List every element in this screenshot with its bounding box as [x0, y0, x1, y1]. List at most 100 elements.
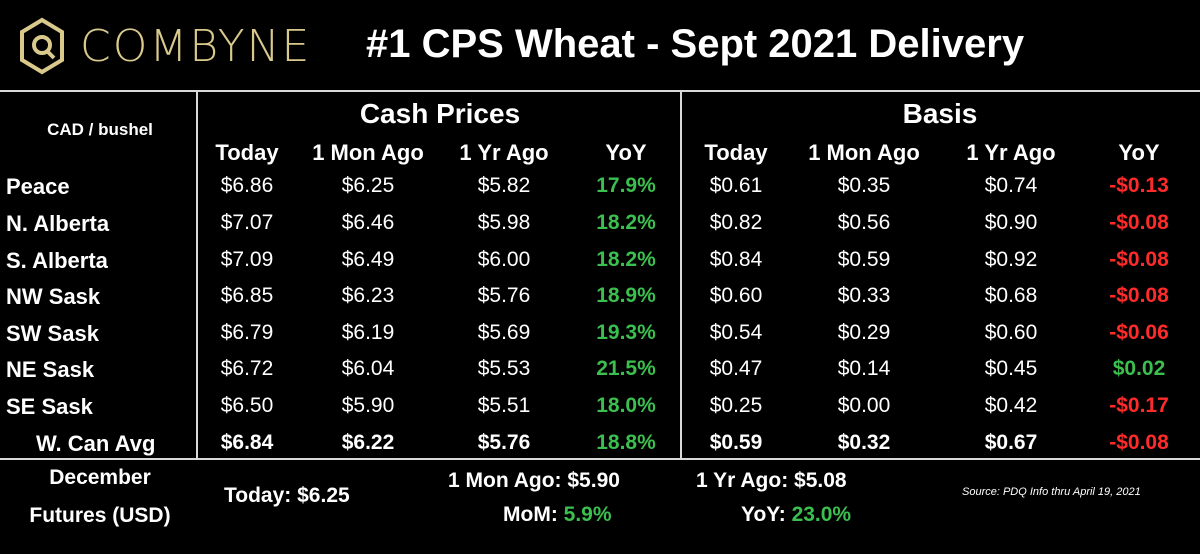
- cash-cell: $6.00: [477, 248, 531, 271]
- avg-cash-cell: $6.84: [220, 431, 274, 454]
- futures-yr-ago-value: $5.08: [794, 469, 847, 492]
- row-label: Peace: [6, 174, 70, 199]
- basis-cell: $0.45: [984, 357, 1038, 380]
- futures-yr-ago: 1 Yr Ago: $5.08: [696, 469, 847, 493]
- cash-cell: $6.46: [341, 211, 395, 234]
- basis-cell: $0.42: [984, 394, 1038, 417]
- col-header-cash-1: 1 Mon Ago: [312, 140, 424, 165]
- avg-cash-cell: $5.76: [477, 431, 531, 454]
- col-header-cash-2: 1 Yr Ago: [459, 140, 549, 165]
- cash-cell: 18.2%: [596, 211, 656, 234]
- row-label: SW Sask: [6, 321, 99, 346]
- futures-mon-ago-label: 1 Mon Ago:: [448, 469, 562, 492]
- cash-cell: $5.76: [477, 284, 531, 307]
- avg-cash-cell: $6.22: [341, 431, 395, 454]
- basis-cell: $0.84: [709, 248, 763, 271]
- basis-cell: $0.74: [984, 174, 1038, 197]
- futures-mon-ago: 1 Mon Ago: $5.90: [448, 469, 620, 493]
- basis-cell: -$0.08: [1109, 211, 1169, 234]
- cash-cell: 18.2%: [596, 248, 656, 271]
- divider-cash-basis: [680, 92, 682, 460]
- row-label: N. Alberta: [6, 211, 110, 236]
- cash-cell: $6.04: [341, 357, 395, 380]
- cash-cell: $5.69: [477, 321, 531, 344]
- futures-mom: MoM: 5.9%: [503, 503, 612, 527]
- cash-cell: 18.9%: [596, 284, 656, 307]
- combyne-hex-logo-icon: [20, 17, 64, 75]
- cash-cell: $5.90: [341, 394, 395, 417]
- cash-cell: $5.53: [477, 357, 531, 380]
- basis-cell: $0.68: [984, 284, 1038, 307]
- cash-cell: $5.82: [477, 174, 531, 197]
- basis-cell: -$0.08: [1109, 248, 1169, 271]
- basis-cell: -$0.13: [1109, 174, 1169, 197]
- basis-cell: $0.59: [837, 248, 891, 271]
- basis-cell: -$0.17: [1109, 394, 1169, 417]
- page-title: #1 CPS Wheat - Sept 2021 Delivery: [366, 22, 1025, 66]
- basis-cell: $0.02: [1112, 357, 1166, 380]
- basis-cell: $0.14: [837, 357, 891, 380]
- basis-cell: $0.54: [709, 321, 763, 344]
- cash-cell: $6.19: [341, 321, 395, 344]
- cash-cell: 21.5%: [596, 357, 656, 380]
- cash-cell: 19.3%: [596, 321, 656, 344]
- basis-cell: $0.35: [837, 174, 891, 197]
- group-title-cash: Cash Prices: [359, 98, 521, 129]
- avg-basis-cell: $0.32: [837, 431, 891, 454]
- basis-cell: $0.47: [709, 357, 763, 380]
- divider-label-column: [196, 92, 198, 460]
- col-header-basis-1: 1 Mon Ago: [808, 140, 920, 165]
- basis-cell: $0.82: [709, 211, 763, 234]
- basis-cell: $0.33: [837, 284, 891, 307]
- cash-cell: $6.23: [341, 284, 395, 307]
- col-header-basis-3: YoY: [1118, 140, 1160, 165]
- cash-cell: $5.98: [477, 211, 531, 234]
- basis-cell: $0.60: [709, 284, 763, 307]
- futures-mom-value: 5.9%: [563, 503, 612, 526]
- brand-name: COMBYNE: [80, 20, 312, 72]
- header: COMBYNE #1 CPS Wheat - Sept 2021 Deliver…: [0, 0, 1200, 92]
- cash-cell: $6.49: [341, 248, 395, 271]
- basis-cell: $0.00: [837, 394, 891, 417]
- row-label: NW Sask: [6, 284, 101, 309]
- futures-label-line2: Futures (USD): [29, 504, 171, 527]
- avg-row-label: W. Can Avg: [36, 431, 156, 456]
- cash-cell: $6.86: [220, 174, 274, 197]
- basis-cell: $0.56: [837, 211, 891, 234]
- basis-cell: -$0.06: [1109, 321, 1169, 344]
- col-header-basis-2: 1 Yr Ago: [966, 140, 1056, 165]
- futures-today-label: Today:: [224, 484, 292, 507]
- futures-yoy-label: YoY:: [741, 503, 786, 526]
- cash-cell: 17.9%: [596, 174, 656, 197]
- basis-cell: $0.60: [984, 321, 1038, 344]
- avg-basis-cell: -$0.08: [1109, 431, 1169, 454]
- cash-cell: $7.09: [220, 248, 274, 271]
- row-label: NE Sask: [6, 357, 95, 382]
- basis-cell: $0.29: [837, 321, 891, 344]
- cash-cell: $5.51: [477, 394, 531, 417]
- cash-cell: $6.85: [220, 284, 274, 307]
- cash-cell: $7.07: [220, 211, 274, 234]
- row-label: SE Sask: [6, 394, 93, 419]
- col-header-basis-0: Today: [704, 140, 768, 165]
- basis-cell: -$0.08: [1109, 284, 1169, 307]
- cash-cell: 18.0%: [596, 394, 656, 417]
- futures-yoy: YoY: 23.0%: [741, 503, 851, 527]
- cash-cell: $6.50: [220, 394, 274, 417]
- futures-today-value: $6.25: [297, 484, 350, 507]
- basis-cell: $0.25: [709, 394, 763, 417]
- row-label: S. Alberta: [6, 248, 108, 273]
- futures-label-line1: December: [49, 466, 151, 489]
- unit-label: CAD / bushel: [47, 120, 153, 139]
- col-header-cash-3: YoY: [605, 140, 647, 165]
- futures-today: Today: $6.25: [224, 484, 350, 508]
- futures-mon-ago-value: $5.90: [567, 469, 620, 492]
- cash-cell: $6.79: [220, 321, 274, 344]
- divider-footer: [0, 458, 1200, 460]
- avg-cash-cell: 18.8%: [596, 431, 656, 454]
- brand-logo: COMBYNE: [18, 14, 311, 78]
- cash-cell: $6.25: [341, 174, 395, 197]
- futures-yr-ago-label: 1 Yr Ago:: [696, 469, 789, 492]
- avg-basis-cell: $0.67: [984, 431, 1038, 454]
